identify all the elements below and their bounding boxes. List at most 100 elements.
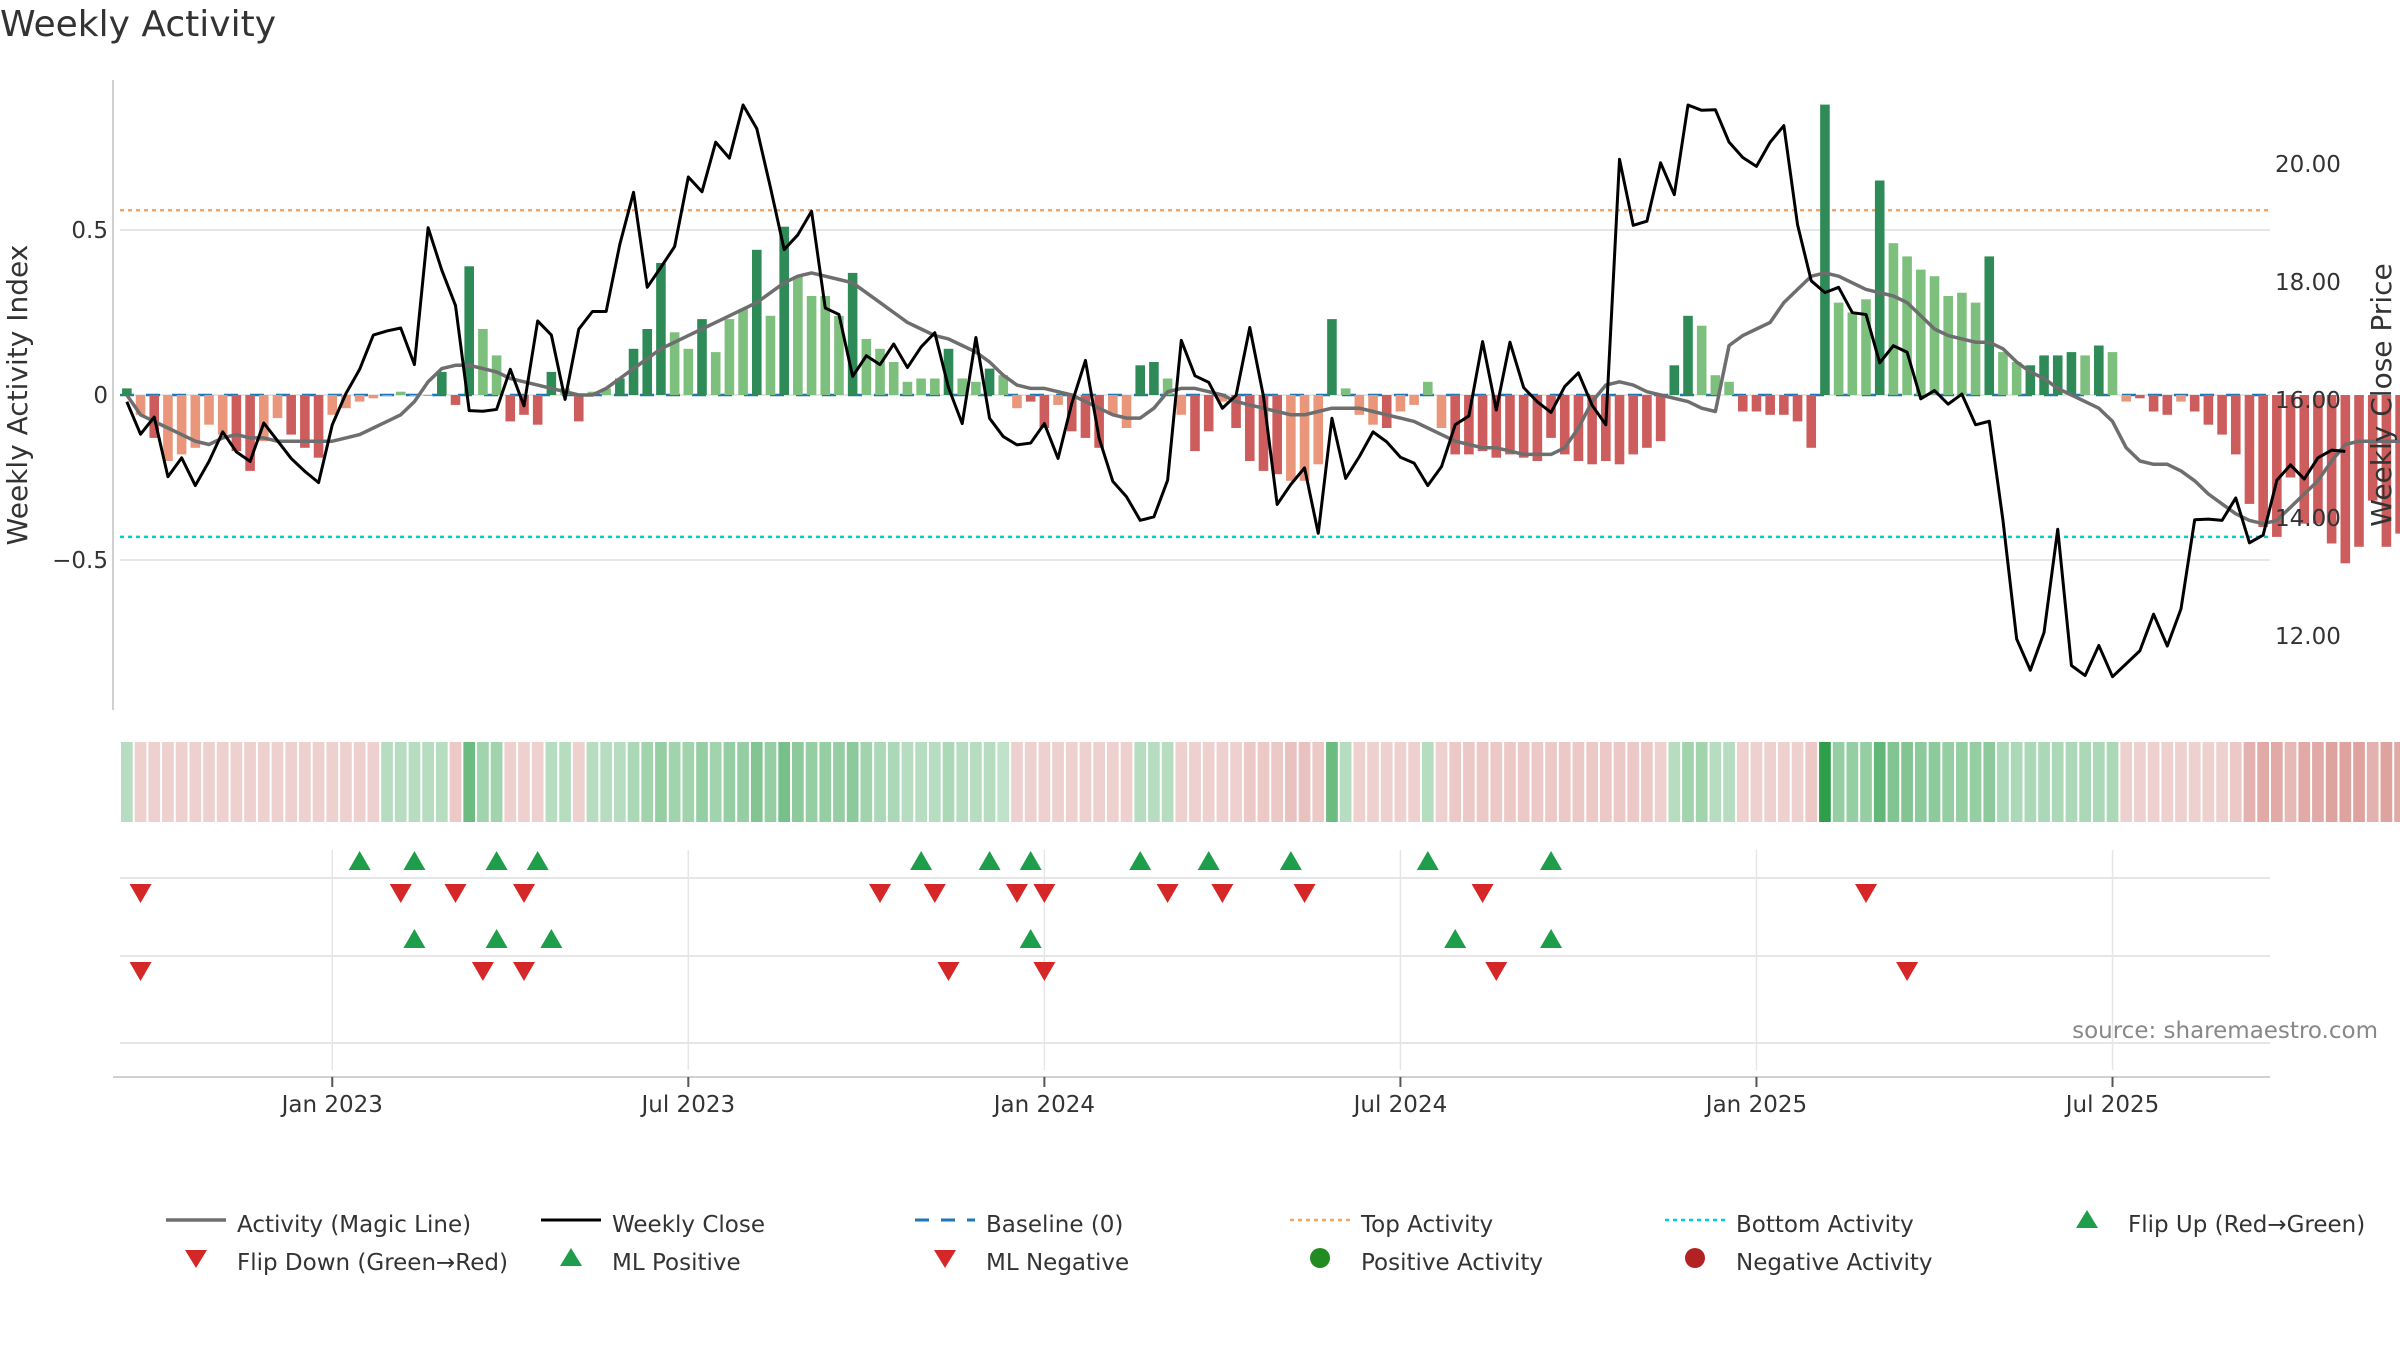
heat-cell [819,742,832,822]
legend-label: Weekly Close [612,1212,765,1238]
activity-bar [1655,395,1666,442]
flip-down-marker [923,884,946,903]
activity-bar [409,395,420,396]
activity-bar [1409,395,1419,405]
heat-cell [1490,742,1503,822]
activity-bar [738,309,748,395]
activity-bar [2080,355,2090,395]
ml-negative-marker [1033,962,1056,981]
heat-cell [915,742,927,822]
activity-bar [176,395,187,455]
flip-up-marker [348,851,371,870]
activity-bar [1847,312,1858,395]
heat-cell [1723,742,1735,822]
flip-down-marker [389,884,412,903]
heat-cell [1408,742,1420,822]
heat-cell [2106,742,2119,822]
heat-cell [983,742,996,822]
legend-label: Flip Up (Red→Green) [2128,1212,2365,1238]
activity-bar [204,395,214,425]
activity-bar [368,395,379,399]
activity-bar [1779,395,1789,415]
heat-cell [2079,742,2091,822]
activity-bar [1053,395,1063,405]
activity-bar [1669,365,1680,395]
heat-cell [1161,742,1174,822]
heat-cell [1969,742,1982,822]
activity-bar [751,249,762,395]
heat-cell [435,742,448,822]
heat-cell [1065,742,1078,822]
series-lines [125,103,2400,679]
heat-cell [2380,742,2393,822]
heat-cell [682,742,695,822]
heat-cell [394,742,407,822]
heat-cell [1778,742,1790,822]
activity-bar [1683,315,1693,395]
heat-cell [1312,742,1325,822]
heat-cell [970,742,982,822]
activity-bar [1696,325,1707,395]
activity-bar [1984,256,1995,395]
activity-bar [875,348,885,395]
activity-bar [601,388,611,395]
heat-cell [2175,742,2187,822]
heat-cell [1819,742,1831,822]
heat-cell [2243,742,2256,822]
heat-cell [2010,742,2023,822]
activity-bar [1998,352,2008,395]
legend-label: ML Negative [986,1250,1129,1276]
activity-bar [1436,395,1447,428]
flip-up-marker [978,851,1001,870]
heat-cell [1517,742,1530,822]
activity-bar [1162,378,1173,395]
activity-bar [1833,302,1844,395]
activity-bar [1970,302,1981,395]
heat-cell [531,742,544,822]
heat-cell [1654,742,1667,822]
heat-cell [641,742,654,822]
flip-down-marker [1005,884,1028,903]
heat-cell [2188,742,2201,822]
heat-cell [559,742,571,822]
activity-bar [478,329,488,395]
activity-bar [1888,243,1899,395]
activity-bar [1354,395,1365,415]
flip-down-marker [444,884,467,903]
activity-bar [2258,395,2268,527]
flip-up-marker [403,851,426,870]
source-note: source: sharemaestro.com [2072,1018,2378,1044]
activity-bar [847,272,858,395]
magic-line [125,271,2400,526]
ml-negative-marker [512,962,535,981]
heat-cell [1394,742,1407,822]
activity-bar [505,395,516,422]
activity-bar [122,388,132,395]
heat-cell [1257,742,1270,822]
heat-cell [353,742,366,822]
heat-cell [1873,742,1886,822]
activity-bar [615,378,625,395]
activity-bar [2230,395,2241,455]
activity-bar [2217,395,2227,435]
activity-bar [2367,395,2378,501]
activity-heat-strip [121,742,2400,822]
activity-bar [1518,395,1529,458]
activity-bar [272,395,283,419]
heat-cell [2394,742,2400,822]
activity-bar [1902,256,1912,395]
activity-bar [628,348,639,395]
legend-label: Activity (Magic Line) [237,1212,471,1238]
heat-cell [737,742,749,822]
flip-down-marker [1211,884,1234,903]
heat-cell [1189,742,1201,822]
heat-cell [230,742,243,822]
heat-cell [1449,742,1462,822]
activity-bar [984,368,995,395]
ml-negative-marker [471,962,494,981]
heat-cell [1956,742,1968,822]
heat-cell [901,742,914,822]
heat-cell [2147,742,2160,822]
activity-bar [382,395,392,396]
heat-cell [723,742,736,822]
